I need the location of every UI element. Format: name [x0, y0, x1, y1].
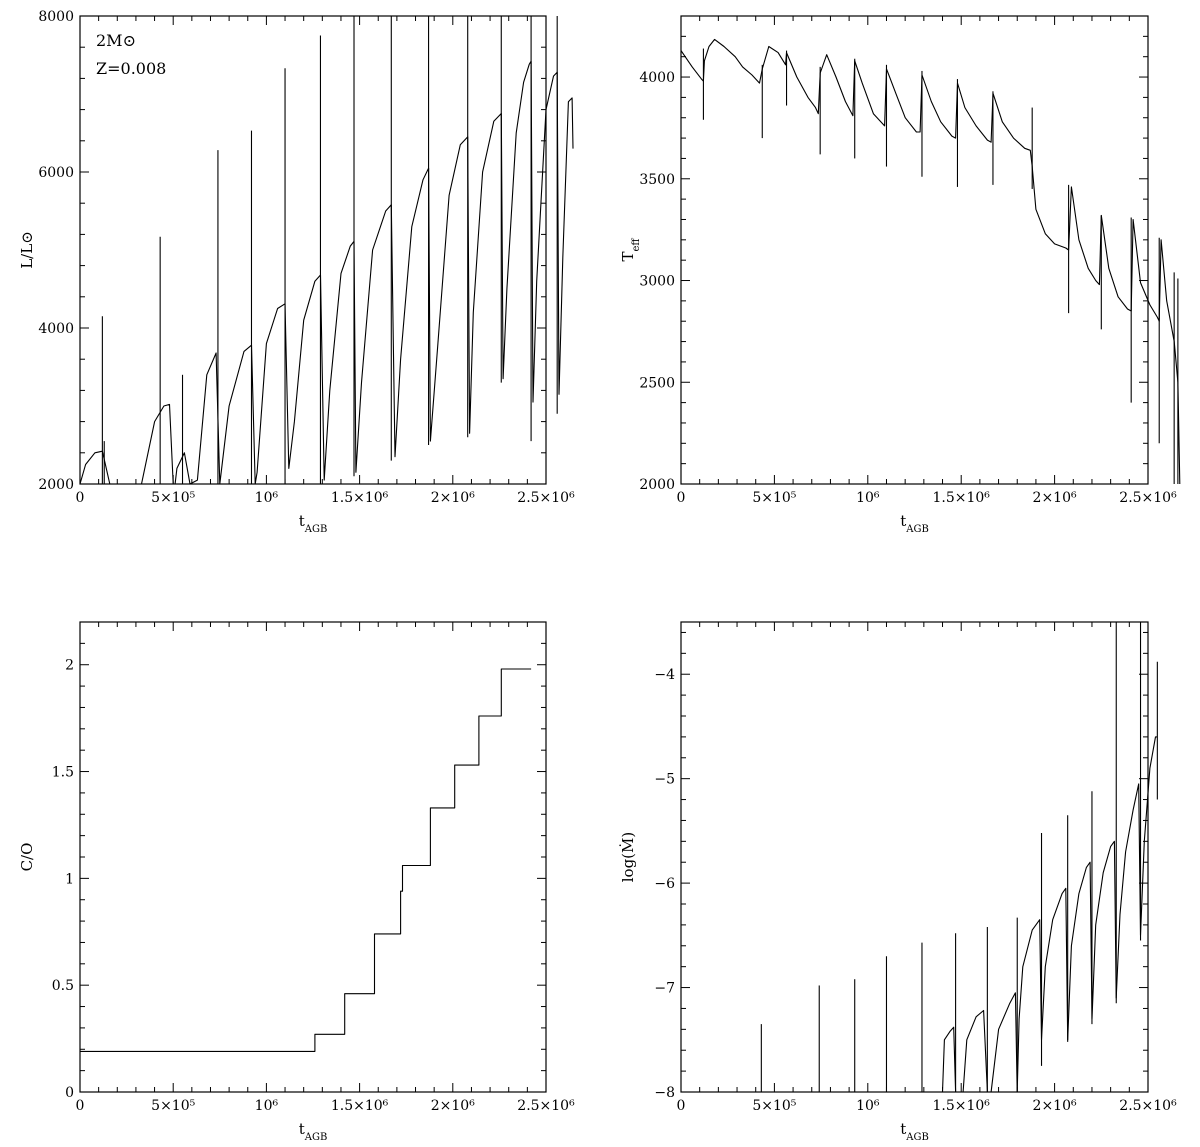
teff-x-tick-label: 10⁶ [856, 490, 880, 506]
luminosity-x-tick-label: 2.5×10⁶ [517, 490, 575, 506]
co-ratio-x-tick-label: 0 [76, 1098, 85, 1114]
co-ratio-y-tick-label: 2 [65, 658, 74, 674]
teff-y-tick-label: 2000 [639, 477, 675, 493]
teff-x-tick-label: 5×10⁵ [752, 490, 796, 506]
mass-loss-x-axis-title: tAGB [900, 1120, 929, 1143]
mass-loss-panel: 0 5×10⁵ 10⁶ 1.5×10⁶ 2×10⁶ 2.5×10⁶ −8 −7 −6 −5 −4 tA… [619, 621, 1177, 1143]
metallicity-annotation: Z=0.008 [96, 59, 166, 78]
co-ratio-x-tick-label: 5×10⁵ [151, 1098, 195, 1114]
teff-x-tick-label: 2.5×10⁶ [1119, 490, 1177, 506]
co-ratio-y-tick-label: 1 [65, 871, 74, 887]
teff-y-tick-label: 4000 [639, 70, 675, 86]
mass-annotation: 2M⊙ [96, 31, 136, 50]
co-ratio-y-tick-label: 0.5 [52, 978, 74, 994]
mass-loss-x-tick-label: 10⁶ [856, 1098, 880, 1114]
mass-loss-y-tick-label: −5 [654, 772, 675, 788]
co-ratio-x-tick-label: 2×10⁶ [431, 1098, 475, 1114]
teff-panel: 0 5×10⁵ 10⁶ 1.5×10⁶ 2×10⁶ 2.5×10⁶ 2000 2500 3000… [619, 15, 1181, 535]
luminosity-series-line [79, 60, 574, 485]
co-ratio-panel: 0 5×10⁵ 10⁶ 1.5×10⁶ 2×10⁶ 2.5×10⁶ 0 0.5 1 1.5 2 tAG… [18, 621, 575, 1143]
mass-loss-series-line [941, 736, 1158, 1093]
mass-loss-x-tick-label: 2.5×10⁶ [1119, 1098, 1177, 1114]
teff-x-axis-title: tAGB [900, 512, 929, 535]
luminosity-panel: 0 5×10⁵ 10⁶ 1.5×10⁶ 2×10⁶ 2.5×10⁶ 2000 4000 6000… [18, 9, 575, 535]
teff-y-tick-label: 3500 [639, 172, 675, 188]
luminosity-x-tick-label: 10⁶ [255, 490, 279, 506]
luminosity-x-tick-label: 5×10⁵ [151, 490, 195, 506]
mass-loss-x-tick-label: 5×10⁵ [752, 1098, 796, 1114]
mass-loss-plot-frame [680, 621, 1149, 1093]
mass-loss-y-tick-label: −4 [654, 667, 675, 683]
co-ratio-plot-frame [79, 621, 547, 1093]
teff-y-tick-label: 3000 [639, 274, 675, 290]
luminosity-y-tick-label: 2000 [38, 477, 74, 493]
teff-series-line [680, 38, 1181, 485]
teff-x-tick-label: 2×10⁶ [1033, 490, 1077, 506]
mass-loss-x-tick-label: 1.5×10⁶ [932, 1098, 990, 1114]
co-ratio-y-tick-label: 0 [65, 1085, 74, 1101]
luminosity-y-tick-label: 6000 [38, 165, 74, 181]
luminosity-y-axis-title: L/L⊙ [18, 231, 36, 269]
co-ratio-y-tick-label: 1.5 [52, 765, 74, 781]
teff-y-axis-title: Teff [619, 238, 642, 262]
co-ratio-series-line [80, 668, 532, 1052]
mass-loss-y-tick-label: −8 [654, 1085, 675, 1101]
teff-x-tick-label: 1.5×10⁶ [932, 490, 990, 506]
mass-loss-x-tick-label: 0 [677, 1098, 686, 1114]
luminosity-x-axis-title: tAGB [299, 512, 328, 535]
teff-plot-frame [680, 15, 1149, 485]
luminosity-y-tick-label: 4000 [38, 321, 74, 337]
co-ratio-x-axis-title: tAGB [299, 1120, 328, 1143]
teff-y-tick-label: 2500 [639, 375, 675, 391]
co-ratio-x-tick-label: 2.5×10⁶ [517, 1098, 575, 1114]
co-ratio-x-tick-label: 1.5×10⁶ [331, 1098, 389, 1114]
luminosity-plot-frame [79, 15, 547, 485]
luminosity-x-tick-label: 0 [76, 490, 85, 506]
mass-loss-y-tick-label: −6 [654, 876, 675, 892]
mass-loss-x-tick-label: 2×10⁶ [1033, 1098, 1077, 1114]
mass-loss-y-axis-title: log(Ṁ) [619, 832, 637, 883]
luminosity-y-tick-label: 8000 [38, 9, 74, 25]
co-ratio-x-tick-label: 10⁶ [255, 1098, 279, 1114]
teff-x-tick-label: 0 [677, 490, 686, 506]
co-ratio-y-axis-title: C/O [18, 843, 36, 872]
mass-loss-y-tick-label: −7 [654, 981, 675, 997]
luminosity-x-tick-label: 1.5×10⁶ [331, 490, 389, 506]
luminosity-x-tick-label: 2×10⁶ [431, 490, 475, 506]
